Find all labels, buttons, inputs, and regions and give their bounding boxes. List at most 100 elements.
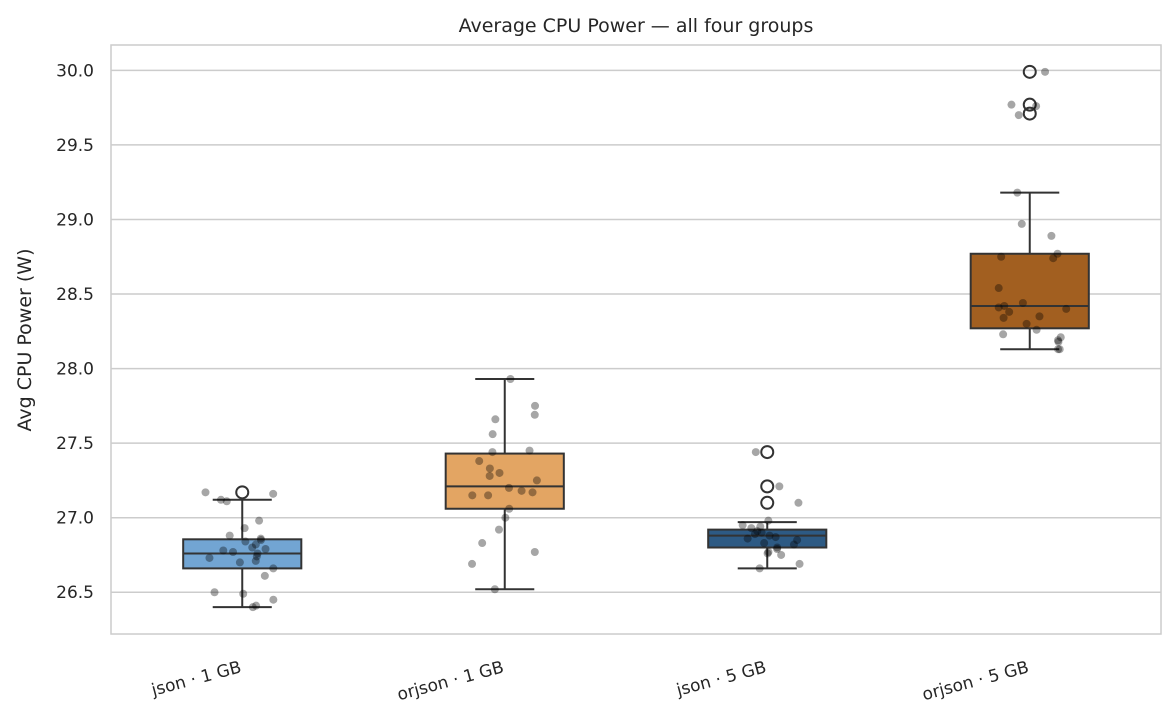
strip-point (531, 401, 540, 410)
strip-point (764, 547, 773, 556)
strip-point (994, 303, 1003, 312)
strip-point (1041, 67, 1050, 76)
strip-point (478, 539, 487, 548)
strip-point (751, 448, 760, 457)
y-tick-label: 30.0 (56, 61, 94, 81)
strip-point (775, 482, 784, 491)
strip-point (1005, 307, 1014, 316)
strip-point (1049, 254, 1058, 263)
strip-point (261, 545, 270, 554)
strip-point (999, 313, 1008, 322)
strip-point (1013, 188, 1022, 197)
strip-point (1054, 345, 1063, 354)
strip-point (764, 516, 773, 525)
strip-point (255, 516, 264, 525)
y-axis-label: Avg CPU Power (W) (14, 249, 36, 432)
strip-point (269, 595, 278, 604)
strip-point (251, 556, 260, 565)
strip-point (219, 546, 228, 555)
strip-point (1017, 219, 1026, 228)
strip-point (240, 524, 249, 533)
x-tick-label: orjson · 5 GB (920, 658, 1031, 706)
strip-point (252, 552, 261, 561)
strip-point (251, 540, 260, 549)
x-tick-label: orjson · 1 GB (395, 658, 506, 706)
strip-point (256, 536, 265, 545)
outlier-marker (760, 445, 775, 460)
y-tick-label: 29.5 (56, 136, 94, 156)
strip-point (525, 446, 534, 455)
x-tick-label: json · 1 GB (149, 658, 244, 701)
strip-point (494, 525, 503, 534)
strip-point (504, 483, 513, 492)
strip-point (789, 540, 798, 549)
strip-point (1056, 333, 1065, 342)
strip-point (763, 549, 772, 558)
strip-point (505, 504, 514, 513)
strip-point (743, 534, 752, 543)
strip-point (252, 601, 261, 610)
strip-point (490, 585, 499, 594)
strip-point (501, 513, 510, 522)
y-tick-label: 28.0 (56, 360, 94, 380)
strip-point (1035, 312, 1044, 321)
strip-point (1022, 319, 1031, 328)
strip-point (210, 588, 219, 597)
strip-point (532, 476, 541, 485)
strip-point (1032, 102, 1041, 111)
strip-point (1054, 336, 1063, 345)
strip-point (248, 603, 257, 612)
strip-point (530, 410, 539, 419)
strip-point (530, 547, 539, 556)
strip-point (239, 589, 248, 598)
strip-point (225, 531, 234, 540)
strip-point (201, 488, 210, 497)
strip-point (738, 521, 747, 530)
strip-point (260, 571, 269, 580)
x-tick-label: json · 5 GB (674, 658, 769, 701)
box (707, 528, 828, 549)
y-tick-label: 28.5 (56, 285, 94, 305)
strip-point (999, 330, 1008, 339)
strip-point (757, 528, 766, 537)
y-tick-label: 27.5 (56, 434, 94, 454)
strip-point (488, 430, 497, 439)
strip-point (269, 564, 278, 573)
strip-point (756, 522, 765, 531)
strip-point (1018, 298, 1027, 307)
strip-point (468, 491, 477, 500)
strip-point (794, 498, 803, 507)
strip-point (495, 468, 504, 477)
strip-point (1062, 304, 1071, 313)
strip-point (793, 536, 802, 545)
strip-point (475, 457, 484, 466)
strip-point (1000, 301, 1009, 310)
strip-point (747, 524, 756, 533)
strip-point (517, 486, 526, 495)
strip-point (1055, 345, 1064, 354)
outlier-marker (760, 495, 775, 510)
strip-point (1053, 249, 1062, 258)
outlier-marker (1022, 64, 1037, 79)
strip-point (1014, 111, 1023, 120)
strip-point (216, 495, 225, 504)
box (444, 452, 565, 510)
strip-point (1054, 337, 1063, 346)
strip-point (491, 415, 500, 424)
strip-point (765, 531, 774, 540)
strip-point (1047, 231, 1056, 240)
strip-point (222, 497, 231, 506)
outlier-marker (235, 485, 250, 500)
strip-point (753, 527, 762, 536)
strip-point (506, 375, 515, 384)
strip-point (253, 549, 262, 558)
strip-point (205, 553, 214, 562)
strip-point (269, 489, 278, 498)
strip-point (229, 547, 238, 556)
strip-point (777, 550, 786, 559)
strip-point (241, 537, 250, 546)
strip-point (235, 558, 244, 567)
strip-point (773, 545, 782, 554)
strip-point (488, 448, 497, 457)
